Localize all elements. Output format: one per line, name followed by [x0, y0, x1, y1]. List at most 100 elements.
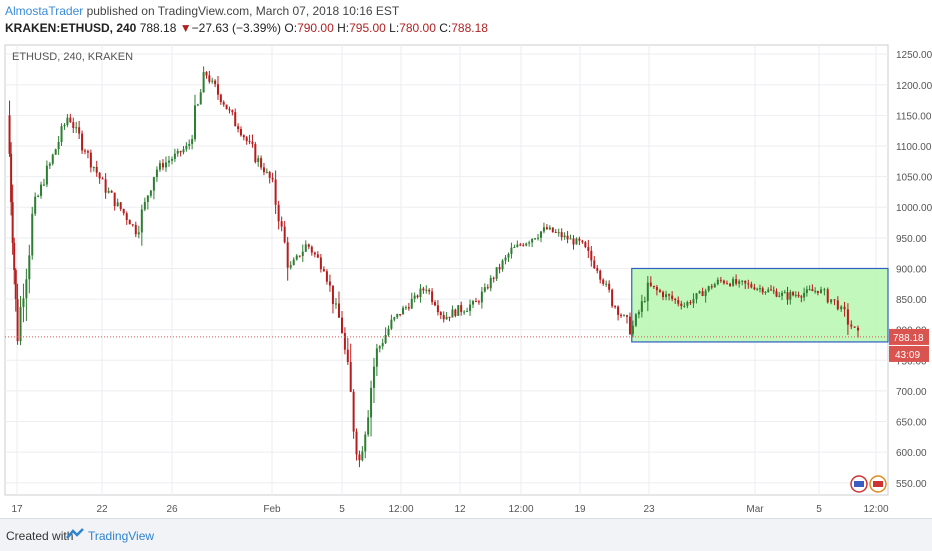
- candle-body: [662, 291, 665, 297]
- candle-body: [328, 281, 331, 286]
- candle-body: [98, 172, 101, 179]
- candle-body: [40, 184, 43, 196]
- candle-body: [620, 314, 623, 316]
- candle-body: [783, 292, 786, 294]
- candle-body: [260, 158, 263, 168]
- candle-body: [143, 201, 146, 210]
- y-tick-label: 1100.00: [896, 142, 932, 153]
- candle-body: [551, 227, 554, 233]
- candle-body: [378, 346, 381, 349]
- candle-body: [686, 302, 689, 306]
- candle-body: [797, 294, 800, 297]
- open-label: O:: [284, 21, 298, 35]
- candle-body: [367, 417, 370, 435]
- candle-body: [298, 255, 301, 257]
- candle-body: [674, 298, 677, 300]
- candle-body: [593, 260, 596, 269]
- candle-body: [489, 277, 492, 289]
- open-value: 790.00: [297, 21, 334, 35]
- candle-body: [57, 141, 60, 150]
- candle-body: [747, 283, 750, 285]
- candle-body: [196, 104, 199, 106]
- candle-body: [171, 158, 173, 161]
- candle-body: [152, 177, 155, 191]
- created-with-label: Created with: [6, 529, 74, 543]
- candle-body: [590, 250, 593, 261]
- y-tick-label: 600.00: [896, 448, 927, 459]
- candle-body: [631, 325, 634, 335]
- candle-body: [60, 126, 63, 142]
- candle-body: [792, 292, 795, 296]
- candle-body: [753, 287, 756, 290]
- candle-body: [680, 303, 683, 306]
- candle-body: [637, 311, 640, 315]
- y-tick-label: 950.00: [896, 234, 927, 245]
- candle-body: [628, 316, 631, 335]
- candle-body: [707, 286, 710, 291]
- candle-body: [428, 289, 431, 292]
- chart-area[interactable]: ETHUSD, 240, KRAKEN 550.00 600.00 650.00 70…: [0, 40, 932, 517]
- candle-body: [14, 270, 17, 300]
- events-icons[interactable]: [850, 475, 887, 493]
- low-value: 780.00: [399, 21, 436, 35]
- candle-body: [525, 243, 528, 246]
- candle-body: [116, 202, 119, 207]
- tradingview-link[interactable]: TradingView: [88, 529, 155, 543]
- candle-body: [390, 319, 393, 329]
- candle-body: [605, 283, 608, 285]
- candle-body: [811, 289, 814, 292]
- candle-body: [222, 102, 225, 105]
- candle-body: [237, 126, 240, 130]
- candle-body: [364, 434, 367, 452]
- candle-body: [800, 296, 803, 298]
- candle-body: [480, 291, 483, 303]
- price-axis[interactable]: 550.00600.00650.00700.00750.00800.00850.…: [896, 50, 932, 490]
- x-tick-label: 12: [454, 504, 466, 515]
- candle-body: [758, 288, 761, 290]
- candle-body: [836, 300, 839, 310]
- candle-body: [744, 280, 747, 284]
- candle-body: [185, 145, 188, 150]
- x-tick-label: Mar: [746, 504, 764, 515]
- candle-body: [572, 238, 575, 245]
- candle-body: [823, 289, 826, 291]
- tradingview-logo-icon: [66, 528, 84, 539]
- candle-body: [110, 191, 113, 193]
- high-label: H:: [337, 21, 350, 35]
- candle-body: [164, 162, 167, 168]
- close-label: C:: [439, 21, 452, 35]
- candle-body: [786, 292, 789, 300]
- author-link[interactable]: AlmostaTrader: [5, 4, 84, 18]
- candle-body: [387, 328, 390, 336]
- candle-body: [72, 122, 75, 129]
- x-tick-label: 23: [643, 504, 655, 515]
- candle-body: [665, 294, 668, 297]
- candle-body: [289, 265, 292, 268]
- candle-body: [756, 288, 759, 290]
- candle-body: [761, 288, 764, 293]
- candle-body: [531, 238, 534, 243]
- candle-body: [355, 431, 358, 455]
- range-box[interactable]: [631, 267, 889, 343]
- candle-body: [396, 314, 399, 318]
- candle-body: [640, 301, 643, 312]
- candle-body: [419, 288, 422, 298]
- candle-body: [778, 295, 781, 297]
- candle-body: [457, 305, 460, 316]
- candle-body: [202, 72, 205, 93]
- candle-body: [668, 294, 671, 296]
- x-tick-label: 17: [11, 504, 23, 515]
- candle-body: [510, 247, 513, 255]
- time-axis[interactable]: 17 22 26 Feb 5 12:00 12 12:00 19 23 Mar 5 12:00: [11, 504, 889, 515]
- candle-body: [803, 292, 806, 298]
- x-tick-label: 5: [339, 504, 345, 515]
- candle-body: [767, 289, 770, 292]
- candlestick-chart[interactable]: ETHUSD, 240, KRAKEN 550.00 600.00 650.00 70…: [0, 40, 932, 517]
- candle-body: [735, 279, 738, 284]
- candles: [8, 66, 859, 468]
- footer: Created with TradingView: [0, 518, 932, 551]
- candle-body: [545, 227, 548, 230]
- candle-body: [507, 254, 510, 258]
- candle-body: [95, 166, 98, 173]
- candle-body: [566, 235, 569, 240]
